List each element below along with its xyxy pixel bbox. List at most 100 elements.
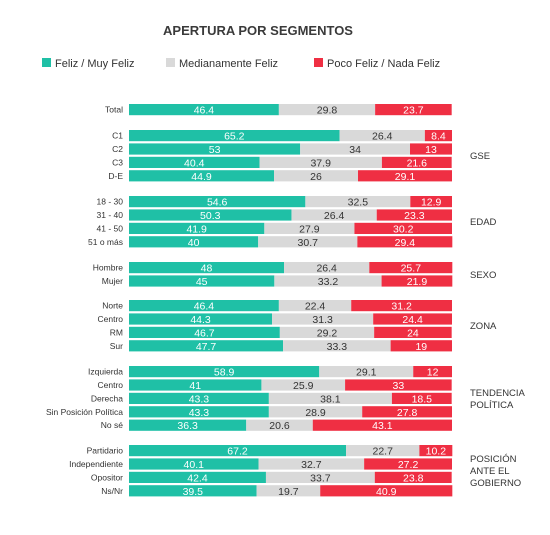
data-label: 40.1	[184, 459, 205, 471]
data-label: 44.9	[191, 171, 212, 183]
data-label: 40	[188, 237, 200, 249]
legend: Feliz / Muy Feliz Medianamente Feliz Poco …	[42, 58, 440, 70]
bar-segment	[258, 236, 358, 248]
bar-segment	[259, 156, 382, 168]
bar-segment	[381, 275, 453, 287]
bar-row: Derecha 43.3 38.1 18.5	[91, 392, 452, 405]
bar-segment	[129, 366, 320, 378]
data-label: 45	[196, 276, 208, 288]
data-label: 26.4	[316, 263, 337, 275]
bar-segment	[374, 471, 452, 483]
group-label: GSE	[470, 151, 490, 162]
bar-segment	[129, 419, 247, 431]
data-label: 29.8	[317, 105, 338, 117]
bar-segment	[129, 236, 259, 248]
bar-segment	[381, 156, 452, 168]
data-label: 46.4	[194, 105, 215, 117]
category-label: Derecha	[91, 393, 123, 403]
category-label: Mujer	[102, 276, 123, 286]
bar-segment	[278, 104, 376, 116]
data-label: 22.4	[305, 301, 326, 313]
category-label: Sin Posición Política	[46, 407, 123, 417]
data-label: 42.4	[187, 472, 208, 484]
bar-segment	[274, 170, 359, 182]
bar-segment	[246, 419, 313, 431]
bar-segment	[375, 104, 452, 116]
data-label: 48	[201, 263, 213, 275]
data-label: 46.7	[194, 327, 215, 339]
data-label: 32.7	[301, 459, 322, 471]
data-label: 43.3	[189, 407, 210, 419]
bar-row: RM 46.7 29.2 24	[110, 326, 452, 339]
bar-segment	[129, 340, 284, 352]
bar-row: Norte 46.4 22.4 31.2	[102, 300, 452, 313]
data-label: 33	[393, 380, 405, 392]
bar-row: D-E 44.9 26 29.1	[108, 170, 452, 183]
category-label: C3	[112, 157, 123, 167]
data-label: 24.4	[402, 314, 423, 326]
bar-segment	[284, 262, 370, 274]
category-label: Total	[105, 105, 123, 115]
data-label: 26.4	[324, 210, 345, 222]
data-label: 33.7	[310, 472, 331, 484]
bar-segment	[129, 313, 273, 325]
chart-rows: Total 46.4 29.8 23.7C1 65.2 26.4 8.4C2 53 34 13C3…	[46, 104, 453, 498]
category-label: 51 o más	[88, 237, 123, 247]
data-label: 30.7	[298, 237, 319, 249]
bar-segment	[345, 379, 452, 391]
data-label: 21.6	[407, 157, 428, 169]
data-label: 54.6	[207, 197, 228, 209]
data-label: 36.3	[177, 420, 198, 432]
data-label: 29.1	[356, 367, 377, 379]
data-label: 19	[415, 341, 427, 353]
bar-segment	[410, 196, 452, 208]
category-label: C2	[112, 144, 123, 154]
category-label: Izquierda	[88, 367, 123, 377]
data-label: 31.2	[391, 301, 412, 313]
data-label: 10.2	[426, 446, 447, 458]
group-label: TENDENCIA POLÍTICA	[470, 388, 526, 411]
bar-segment	[268, 406, 363, 418]
bar-segment	[265, 471, 375, 483]
category-label: 18 - 30	[97, 197, 124, 207]
category-label: Norte	[102, 301, 123, 311]
bar-segment	[129, 300, 279, 312]
bar-segment	[373, 313, 452, 325]
data-label: 12	[427, 367, 439, 379]
bar-segment	[129, 392, 269, 404]
bar-row: Sur 47.7 33.3 19	[110, 340, 452, 353]
data-label: 38.1	[320, 393, 341, 405]
bar-segment	[354, 222, 452, 234]
data-label: 40.9	[376, 486, 397, 498]
bar-segment	[129, 104, 279, 116]
bar-segment	[374, 326, 452, 338]
bar-segment	[129, 471, 266, 483]
bar-segment	[129, 458, 259, 470]
bar-segment	[261, 379, 346, 391]
data-label: 50.3	[200, 210, 221, 222]
category-label: Ns/Nr	[101, 486, 123, 496]
bar-segment	[358, 170, 452, 182]
bar-segment	[129, 170, 275, 182]
data-label: 53	[209, 144, 221, 156]
group-label: EDAD	[470, 217, 497, 228]
data-label: 39.5	[183, 486, 204, 498]
bar-row: C3 40.4 37.9 21.6	[112, 156, 452, 169]
bar-segment	[351, 300, 452, 312]
data-label: 29.1	[395, 171, 416, 183]
data-label: 22.7	[372, 446, 393, 458]
data-label: 33.3	[327, 341, 348, 353]
bar-row: 51 o más 40 30.7 29.4	[88, 236, 453, 249]
legend-label: Medianamente Feliz	[179, 58, 278, 70]
data-label: 28.9	[305, 407, 326, 419]
data-label: 29.2	[317, 327, 338, 339]
data-label: 47.7	[196, 341, 217, 353]
bar-segment	[129, 406, 269, 418]
data-label: 37.9	[310, 157, 331, 169]
bar-row: Sin Posición Política 43.3 28.9 27.8	[46, 406, 452, 419]
bar-segment	[278, 300, 352, 312]
data-label: 23.7	[403, 105, 424, 117]
bar-segment	[391, 392, 452, 404]
data-label: 67.2	[227, 446, 248, 458]
bar-segment	[256, 485, 321, 497]
